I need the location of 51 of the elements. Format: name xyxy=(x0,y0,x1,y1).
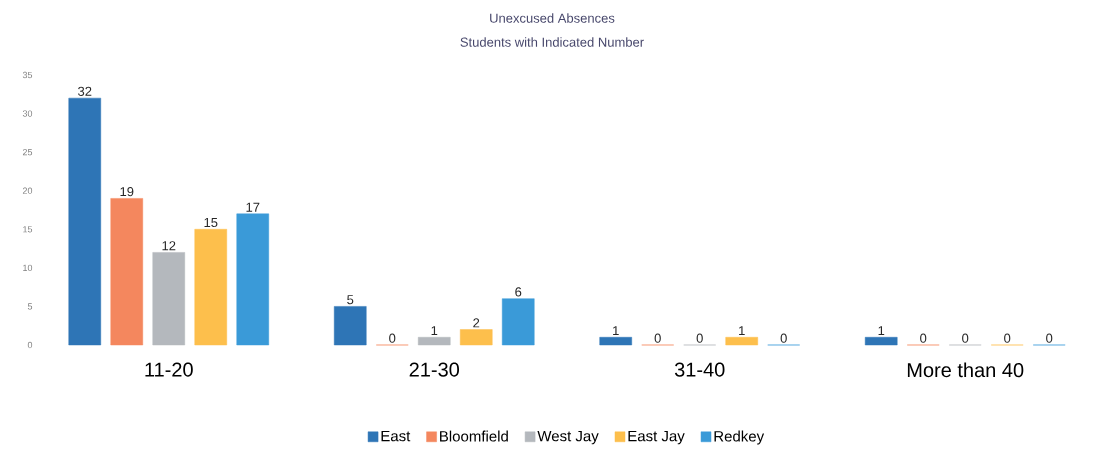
x-tick-label: 11-20 xyxy=(145,362,193,377)
legend-label: East Jay xyxy=(628,430,685,445)
bar xyxy=(599,337,632,346)
data-label: 19 xyxy=(120,187,134,197)
x-tick-label: More than 40 xyxy=(907,362,1024,378)
bar xyxy=(725,337,758,346)
y-tick-label: 20 xyxy=(22,187,33,194)
y-tick-label: 10 xyxy=(23,264,33,272)
data-label: 17 xyxy=(246,202,260,212)
bar xyxy=(864,337,898,346)
x-tick-label: 31-40 xyxy=(674,362,725,377)
legend-label: Redkey xyxy=(714,430,765,445)
data-label: 15 xyxy=(204,218,218,228)
data-label: 0 xyxy=(654,333,661,343)
data-label: 0 xyxy=(1004,333,1011,343)
x-tick-label: 21-30 xyxy=(409,362,460,377)
bar xyxy=(152,252,186,346)
data-label: 1 xyxy=(431,326,438,336)
data-label: 2 xyxy=(473,318,480,328)
data-label: 0 xyxy=(696,333,703,343)
bar xyxy=(333,306,367,346)
bar xyxy=(459,329,493,346)
bar xyxy=(194,229,228,346)
y-tick-label: 30 xyxy=(22,110,33,117)
data-label: 0 xyxy=(1046,333,1053,343)
y-tick-label: 25 xyxy=(22,148,33,156)
chart-subtitle: Students with Indicated Number xyxy=(460,37,644,47)
bar xyxy=(417,337,451,346)
data-label: 0 xyxy=(389,333,396,343)
data-label: 0 xyxy=(920,333,927,343)
y-tick-label: 5 xyxy=(27,303,33,310)
data-label: 0 xyxy=(962,333,969,343)
bar xyxy=(110,198,144,346)
data-label: 32 xyxy=(78,86,92,96)
data-label: 5 xyxy=(347,295,354,305)
data-label: 0 xyxy=(780,333,787,343)
y-tick-label: 35 xyxy=(22,71,33,79)
legend-label: Bloomfield xyxy=(440,430,508,442)
chart-title: Unexcused Absences xyxy=(490,13,615,23)
data-label: 1 xyxy=(878,326,885,336)
legend-label: West Jay xyxy=(537,430,599,445)
data-label: 1 xyxy=(613,326,619,336)
bar xyxy=(68,97,102,346)
data-label: 1 xyxy=(739,326,745,336)
y-tick-label: 15 xyxy=(23,226,33,233)
data-label: 6 xyxy=(515,287,522,297)
bar xyxy=(501,298,535,346)
legend-label: East xyxy=(381,430,411,442)
bar xyxy=(236,213,269,346)
data-label: 12 xyxy=(162,241,176,251)
y-tick-label: 0 xyxy=(27,341,33,349)
